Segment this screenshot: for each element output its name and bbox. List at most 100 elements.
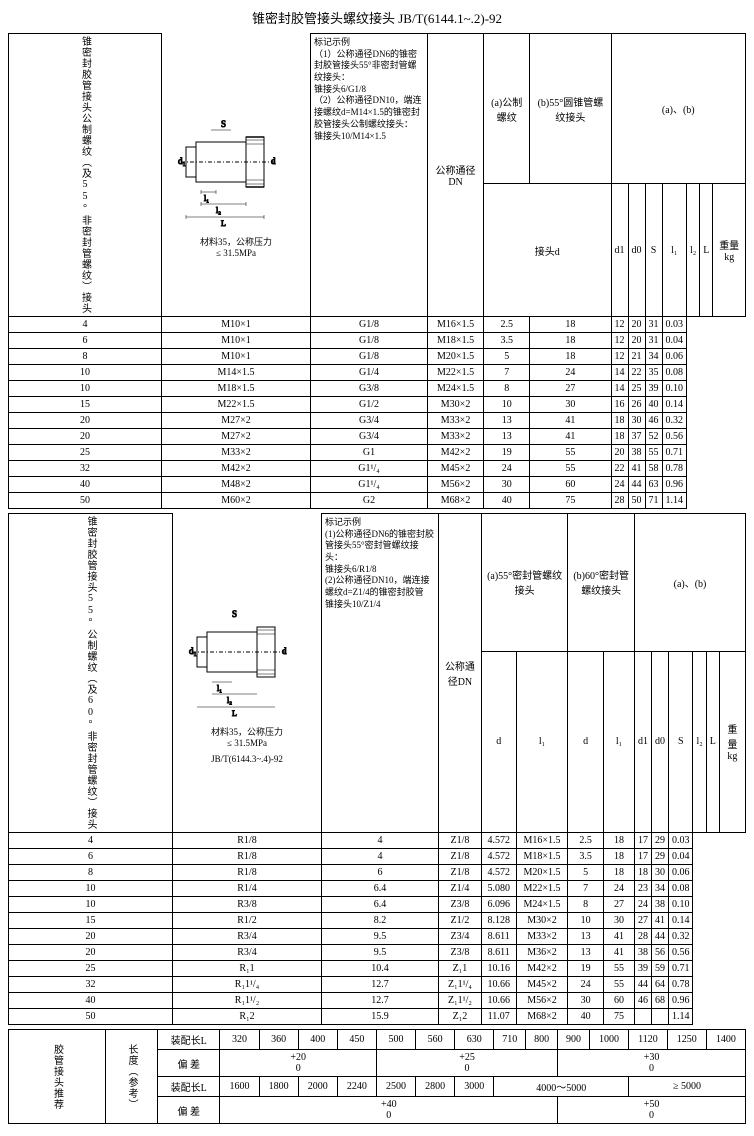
cell: 25 bbox=[628, 381, 645, 397]
cell: 46 bbox=[645, 413, 662, 429]
cell: 24 bbox=[603, 881, 634, 897]
cell: 18 bbox=[603, 865, 634, 881]
cell: 26 bbox=[628, 397, 645, 413]
cell: M42×2 bbox=[162, 461, 311, 477]
desc1: 标记示例 （1）公称通径DN6的锥密封胶管接头55°非密封管螺纹接头： 锥接头6… bbox=[311, 34, 428, 317]
h-a: (a)公制螺纹 bbox=[484, 34, 530, 184]
svg-text:d: d bbox=[282, 646, 287, 656]
cell: 60 bbox=[603, 993, 634, 1009]
cell: 18 bbox=[634, 865, 651, 881]
cell: 3000 bbox=[455, 1077, 494, 1097]
cell: 0.14 bbox=[662, 397, 687, 413]
cell: 30 bbox=[603, 913, 634, 929]
table1: 锥密封胶管接头公制螺纹（及55°非密封管螺纹）接头 S d₁ d l₁ l₂ L… bbox=[8, 33, 746, 509]
cell: M33×2 bbox=[428, 429, 484, 445]
cell: 60 bbox=[530, 477, 611, 493]
cell: 50 bbox=[9, 1009, 173, 1025]
cell: Z₁1¹/₄ bbox=[439, 977, 482, 993]
cell: 55 bbox=[530, 445, 611, 461]
cell: 18 bbox=[530, 349, 611, 365]
cell: Z₁1¹/₂ bbox=[439, 993, 482, 1009]
cell: 0.78 bbox=[668, 977, 693, 993]
cell: 0.08 bbox=[668, 881, 693, 897]
cell: 38 bbox=[628, 445, 645, 461]
cell: M24×1.5 bbox=[516, 897, 568, 913]
cell: 560 bbox=[416, 1030, 455, 1050]
cell: 7 bbox=[568, 881, 604, 897]
cell: 30 bbox=[651, 865, 668, 881]
cell: 32 bbox=[9, 461, 162, 477]
svg-text:l₂: l₂ bbox=[216, 206, 221, 215]
cell: 24 bbox=[484, 461, 530, 477]
cell: 14 bbox=[611, 365, 628, 381]
cell: 6 bbox=[322, 865, 439, 881]
cell: 64 bbox=[651, 977, 668, 993]
cell: 40 bbox=[9, 993, 173, 1009]
cell: M42×2 bbox=[516, 961, 568, 977]
cell: Z1/8 bbox=[439, 833, 482, 849]
cell: R1/8 bbox=[173, 865, 322, 881]
cell: M20×1.5 bbox=[516, 865, 568, 881]
r2l: 偏 差 bbox=[158, 1050, 220, 1077]
cell: 75 bbox=[530, 493, 611, 509]
cell: 34 bbox=[645, 349, 662, 365]
cell: 3.5 bbox=[568, 849, 604, 865]
cell: 34 bbox=[651, 881, 668, 897]
cell: 10 bbox=[568, 913, 604, 929]
cell: 4.572 bbox=[481, 865, 516, 881]
cell: 10.4 bbox=[322, 961, 439, 977]
cell: 25 bbox=[9, 961, 173, 977]
cell: 10.66 bbox=[481, 993, 516, 1009]
cell: 6.4 bbox=[322, 897, 439, 913]
cell: G2 bbox=[311, 493, 428, 509]
cell: 0.32 bbox=[662, 413, 687, 429]
cell: 27 bbox=[634, 913, 651, 929]
cell: 4.572 bbox=[481, 833, 516, 849]
cell: 9.5 bbox=[322, 945, 439, 961]
svg-text:S: S bbox=[232, 609, 237, 619]
h2-w: 重量kg bbox=[719, 651, 745, 832]
cell: M33×2 bbox=[516, 929, 568, 945]
cell: M14×1.5 bbox=[162, 365, 311, 381]
h2-a: (a)55°密封管螺纹接头 bbox=[481, 514, 568, 652]
cell: M27×2 bbox=[162, 429, 311, 445]
cell: M42×2 bbox=[428, 445, 484, 461]
len-label: 长度（参考） bbox=[106, 1030, 158, 1124]
cell: 0.96 bbox=[662, 477, 687, 493]
cell: R3/4 bbox=[173, 945, 322, 961]
cell: 18 bbox=[611, 413, 628, 429]
cell: M22×1.5 bbox=[428, 365, 484, 381]
cell: 14 bbox=[611, 381, 628, 397]
cell: 0.96 bbox=[668, 993, 693, 1009]
cell: 37 bbox=[628, 429, 645, 445]
cell: 10 bbox=[484, 397, 530, 413]
cell: 0.71 bbox=[662, 445, 687, 461]
cell: 8 bbox=[568, 897, 604, 913]
cell: 24 bbox=[530, 365, 611, 381]
cell: 59 bbox=[651, 961, 668, 977]
cell bbox=[651, 1009, 668, 1025]
cell: 35 bbox=[645, 365, 662, 381]
cell: 40 bbox=[645, 397, 662, 413]
r2b: +25 0 bbox=[376, 1050, 557, 1077]
cell: Z3/4 bbox=[439, 929, 482, 945]
cell: M45×2 bbox=[516, 977, 568, 993]
cell: R1/4 bbox=[173, 881, 322, 897]
cell: 39 bbox=[645, 381, 662, 397]
cell: 8.611 bbox=[481, 945, 516, 961]
cell: 12.7 bbox=[322, 993, 439, 1009]
cell: M56×2 bbox=[516, 993, 568, 1009]
cell: 2000 bbox=[298, 1077, 337, 1097]
cell: 2.5 bbox=[568, 833, 604, 849]
cell: 56 bbox=[651, 945, 668, 961]
cell: 10 bbox=[9, 881, 173, 897]
cell: 13 bbox=[484, 413, 530, 429]
cell: 20 bbox=[9, 945, 173, 961]
r4a: +40 0 bbox=[220, 1097, 558, 1124]
h2-l1b: l₁ bbox=[603, 651, 634, 832]
cell: 19 bbox=[568, 961, 604, 977]
cell: Z₁2 bbox=[439, 1009, 482, 1025]
cell: 17 bbox=[634, 833, 651, 849]
cell: 40 bbox=[568, 1009, 604, 1025]
cell: 7 bbox=[484, 365, 530, 381]
